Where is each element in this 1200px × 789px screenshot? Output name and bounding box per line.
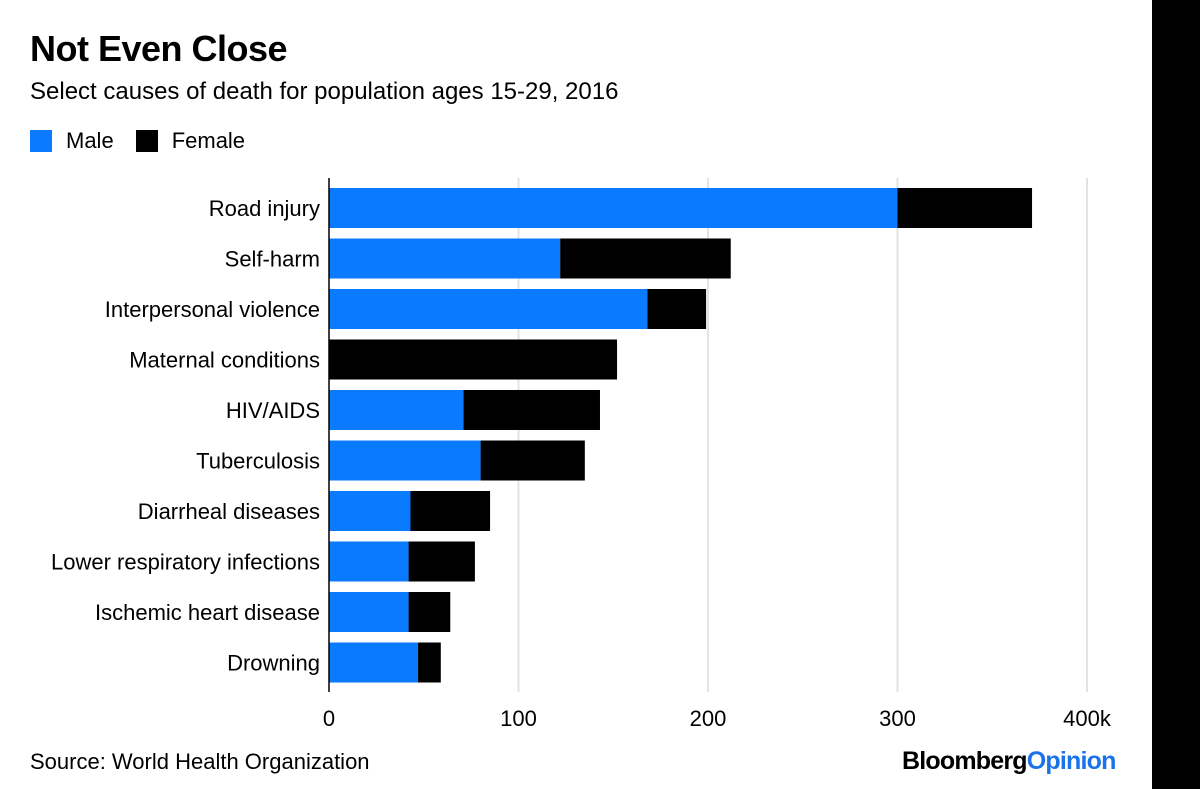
x-tick-label-400: 400k	[1063, 706, 1112, 731]
category-label-0: Road injury	[209, 196, 320, 221]
x-tick-label-300: 300	[879, 706, 916, 731]
bar-male-5	[329, 440, 481, 481]
chart-title: Not Even Close	[30, 28, 288, 69]
chart-subtitle: Select causes of death for population ag…	[30, 78, 619, 105]
category-label-4: HIV/AIDS	[226, 398, 320, 423]
bar-male-1	[329, 238, 561, 279]
legend-label-male: Male	[66, 128, 114, 153]
bar-female-9	[418, 642, 441, 683]
bar-male-8	[329, 592, 409, 632]
bar-male-0	[329, 188, 898, 228]
bar-female-2	[647, 289, 707, 329]
source-note: Source: World Health Organization	[30, 749, 370, 774]
bar-male-9	[329, 642, 419, 683]
bar-male-2	[329, 289, 648, 329]
category-label-8: Ischemic heart disease	[95, 600, 320, 625]
bar-female-0	[897, 188, 1033, 228]
legend-swatch-female	[135, 130, 158, 152]
bar-male-7	[329, 541, 409, 582]
legend-item-male: Male	[30, 128, 114, 154]
bar-female-8	[408, 592, 451, 632]
category-label-9: Drowning	[227, 651, 320, 676]
x-tick-label-100: 100	[500, 706, 537, 731]
x-tick-label-0: 0	[323, 706, 335, 731]
bar-female-5	[480, 440, 585, 481]
category-label-1: Self-harm	[225, 247, 320, 272]
bar-female-6	[410, 491, 491, 531]
bar-female-1	[560, 238, 731, 279]
legend-item-female: Female	[135, 128, 246, 154]
bar-male-6	[329, 491, 411, 531]
brand-logo: BloombergOpinion	[902, 747, 1116, 776]
legend-swatch-male	[30, 130, 52, 152]
category-label-3: Maternal conditions	[129, 348, 320, 373]
category-label-7: Lower respiratory infections	[51, 550, 320, 575]
legend: Male Female	[30, 128, 267, 154]
bar-chart: Road injury Self-harm Interpersonal violen…	[51, 178, 1112, 731]
category-label-6: Diarrheal diseases	[138, 499, 320, 524]
bar-female-4	[463, 390, 600, 430]
bar-female-3	[329, 339, 618, 380]
legend-label-female: Female	[171, 128, 246, 153]
x-tick-label-200: 200	[690, 706, 727, 731]
category-label-5: Tuberculosis	[196, 449, 320, 474]
bar-female-7	[408, 541, 475, 582]
category-label-2: Interpersonal violence	[105, 297, 320, 322]
bar-male-4	[329, 390, 464, 430]
right-edge-bar	[1152, 0, 1200, 789]
brand-part-2: Opinion	[1026, 747, 1117, 775]
brand-part-1: Bloomberg	[902, 747, 1028, 775]
